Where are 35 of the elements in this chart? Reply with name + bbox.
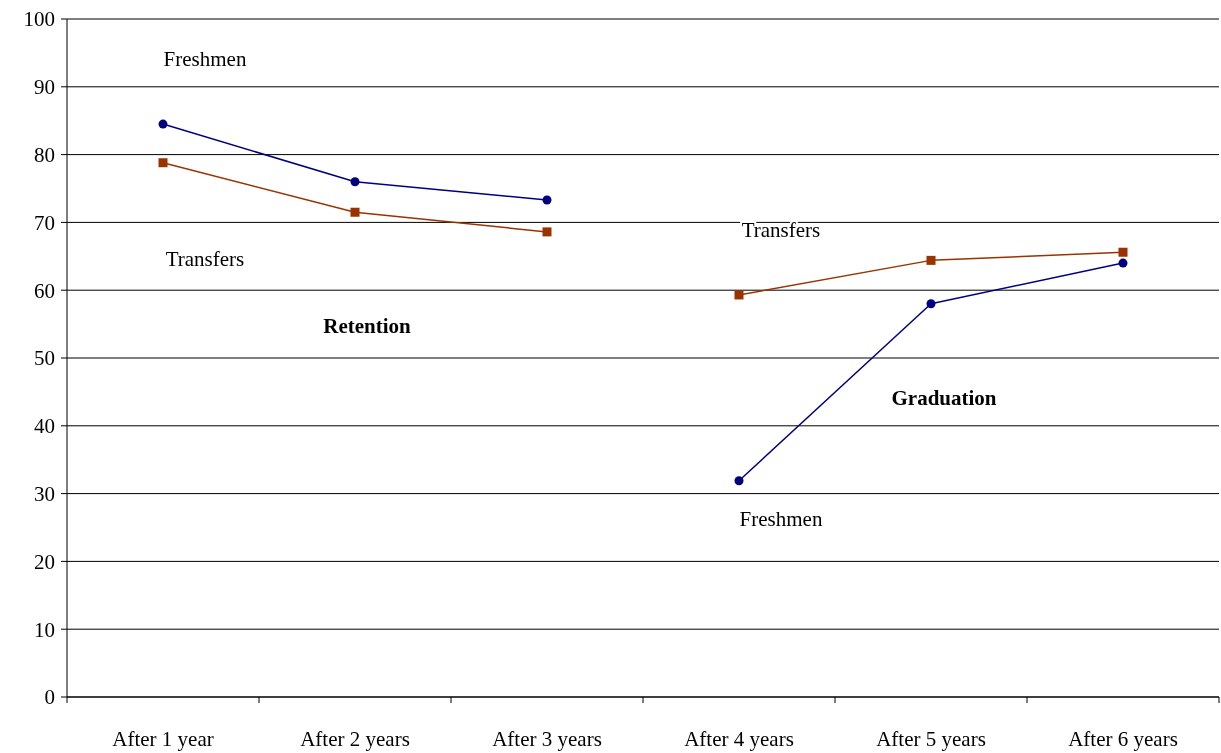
point xyxy=(926,255,936,265)
y-tick-label: 60 xyxy=(34,278,55,303)
y-tick-label: 70 xyxy=(34,210,55,235)
annotation: Retention xyxy=(323,314,412,339)
point xyxy=(158,158,168,168)
x-tick-label: After 1 year xyxy=(112,727,214,751)
series-label: Transfers xyxy=(741,217,821,242)
x-tick-label: After 3 years xyxy=(492,727,602,751)
y-tick-label: 30 xyxy=(34,481,55,506)
text: Transfers xyxy=(165,246,245,271)
x-tick-label: After 5 years xyxy=(876,727,986,751)
point xyxy=(1118,258,1128,268)
text: Freshmen xyxy=(163,47,247,72)
y-tick-label: 20 xyxy=(34,549,55,574)
point xyxy=(734,290,744,300)
y-tick-label: 0 xyxy=(44,685,55,710)
x-tick-label: After 4 years xyxy=(684,727,794,751)
x-tick-label: After 2 years xyxy=(300,727,410,751)
point xyxy=(1118,247,1128,257)
point xyxy=(542,227,552,237)
point xyxy=(158,119,168,129)
point xyxy=(734,476,744,486)
point xyxy=(350,177,360,187)
y-tick-label: 40 xyxy=(34,414,55,439)
annotation: Graduation xyxy=(891,386,997,411)
y-tick-label: 50 xyxy=(34,346,55,371)
y-tick-label: 80 xyxy=(34,142,55,167)
point xyxy=(926,299,936,309)
series-label: Freshmen xyxy=(739,506,823,531)
y-tick-label: 100 xyxy=(23,7,55,32)
point xyxy=(542,195,552,205)
x-tick-label: After 6 years xyxy=(1068,727,1178,751)
y-tick-label: 10 xyxy=(34,617,55,642)
y-tick-label: 90 xyxy=(34,75,55,100)
point xyxy=(350,207,360,217)
